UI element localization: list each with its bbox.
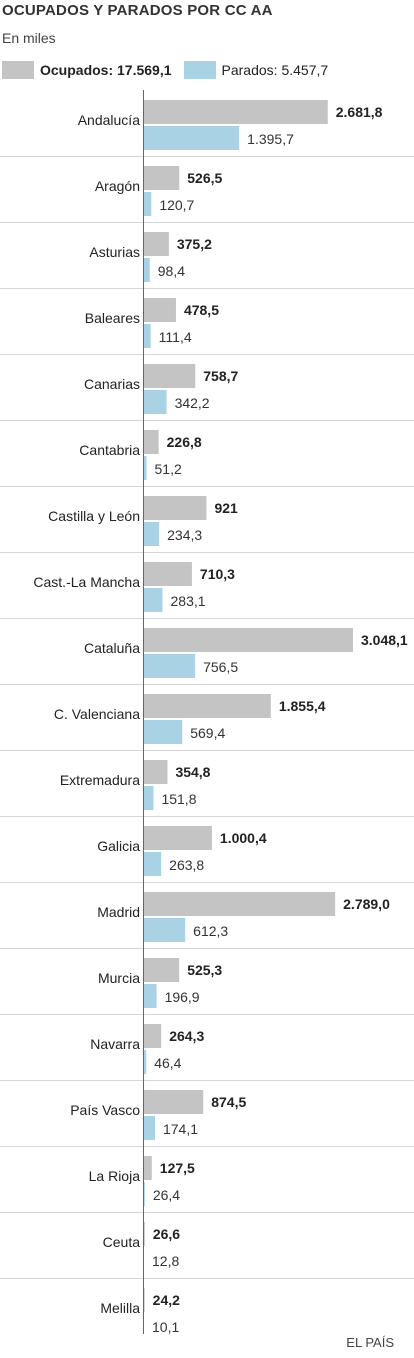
bar-parados [143,390,167,414]
bar-parados [143,324,151,348]
region-label: Aragón [95,178,140,194]
value-label-parados: 12,8 [152,1253,179,1269]
bar-parados [143,1050,147,1074]
source-credit: EL PAÍS [346,1335,394,1350]
bar-parados [143,852,162,876]
bar-ocupados [143,958,180,982]
legend-swatch-parados [183,61,216,79]
value-label-ocupados: 2.789,0 [343,896,390,912]
bar-parados [143,192,152,216]
value-label-parados: 196,9 [165,989,200,1005]
value-label-parados: 10,1 [152,1319,179,1334]
value-label-ocupados: 525,3 [187,962,222,978]
bar-ocupados [143,694,271,718]
value-label-parados: 46,4 [154,1055,181,1071]
region-label: Asturias [89,244,140,260]
bar-ocupados [143,1024,162,1048]
bar-ocupados [143,430,159,454]
bar-parados [143,588,163,612]
bar-ocupados [143,760,168,784]
value-label-parados: 342,2 [175,395,210,411]
legend: Ocupados: 17.569,1 Parados: 5.457,7 [2,60,328,80]
value-label-ocupados: 375,2 [177,236,212,252]
bar-ocupados [143,826,212,850]
value-label-ocupados: 2.681,8 [336,104,383,120]
bar-ocupados [143,232,169,256]
region-label: La Rioja [89,1168,141,1184]
bar-parados [143,126,240,150]
bar-parados [143,984,157,1008]
value-label-ocupados: 478,5 [184,302,219,318]
value-label-parados: 174,1 [163,1121,198,1137]
bar-parados [143,720,183,744]
bar-chart: Andalucía 2.681,8 1.395,7 Aragón 526,5 120,7 A… [0,90,414,1334]
value-label-ocupados: 921 [214,500,238,516]
legend-label-ocupados: Ocupados: 17.569,1 [40,62,172,78]
region-label: Cast.-La Mancha [33,574,140,590]
value-label-parados: 120,7 [159,197,194,213]
bar-parados [143,654,196,678]
bar-ocupados [143,562,192,586]
region-label: Cantabria [79,442,140,458]
value-label-parados: 283,1 [171,593,206,609]
bar-ocupados [143,1156,152,1180]
bar-ocupados [143,166,180,190]
region-label: Castilla y León [48,508,140,524]
bar-ocupados [143,1090,204,1114]
value-label-ocupados: 226,8 [167,434,202,450]
value-label-parados: 151,8 [161,791,196,807]
bar-ocupados [143,892,336,916]
value-label-ocupados: 127,5 [160,1160,195,1176]
value-label-parados: 569,4 [190,725,225,741]
region-label: Andalucía [78,112,140,128]
region-label: País Vasco [70,1102,140,1118]
region-label: Galicia [97,838,140,854]
bar-ocupados [143,364,196,388]
chart-title: OCUPADOS Y PARADOS POR CC AA [2,2,273,19]
region-label: Melilla [100,1300,140,1316]
bar-parados [143,522,160,546]
bar-ocupados [143,298,176,322]
region-label: Cataluña [84,640,140,656]
value-label-ocupados: 24,2 [153,1292,180,1308]
bar-parados [143,456,147,480]
bar-parados [143,258,150,282]
value-label-ocupados: 3.048,1 [361,632,408,648]
legend-swatch-ocupados [2,61,34,79]
region-label: Navarra [90,1036,140,1052]
value-label-parados: 51,2 [155,461,182,477]
value-label-ocupados: 758,7 [203,368,238,384]
chart-subtitle: En miles [2,30,56,46]
bar-ocupados [143,100,328,124]
value-label-ocupados: 710,3 [200,566,235,582]
bar-parados [143,918,186,942]
value-label-parados: 26,4 [153,1187,180,1203]
region-label: Extremadura [60,772,140,788]
region-label: Baleares [85,310,140,326]
region-label: C. Valenciana [54,706,140,722]
value-label-ocupados: 264,3 [169,1028,204,1044]
value-label-parados: 756,5 [203,659,238,675]
value-label-parados: 98,4 [158,263,185,279]
value-label-parados: 263,8 [169,857,204,873]
value-label-parados: 111,4 [159,329,192,345]
value-label-parados: 612,3 [193,923,228,939]
bar-parados [143,786,154,810]
region-label: Murcia [98,970,140,986]
value-label-ocupados: 1.855,4 [279,698,326,714]
region-label: Canarias [84,376,140,392]
value-label-ocupados: 26,6 [153,1226,180,1242]
region-label: Madrid [97,904,140,920]
region-label: Ceuta [103,1234,141,1250]
bar-ocupados [143,628,353,652]
value-label-ocupados: 1.000,4 [220,830,267,846]
legend-label-parados: Parados: 5.457,7 [221,62,329,78]
value-label-parados: 1.395,7 [247,131,294,147]
value-label-parados: 234,3 [167,527,202,543]
value-label-ocupados: 354,8 [175,764,210,780]
value-label-ocupados: 874,5 [211,1094,246,1110]
bar-ocupados [143,496,207,520]
value-label-ocupados: 526,5 [187,170,222,186]
bar-parados [143,1116,155,1140]
